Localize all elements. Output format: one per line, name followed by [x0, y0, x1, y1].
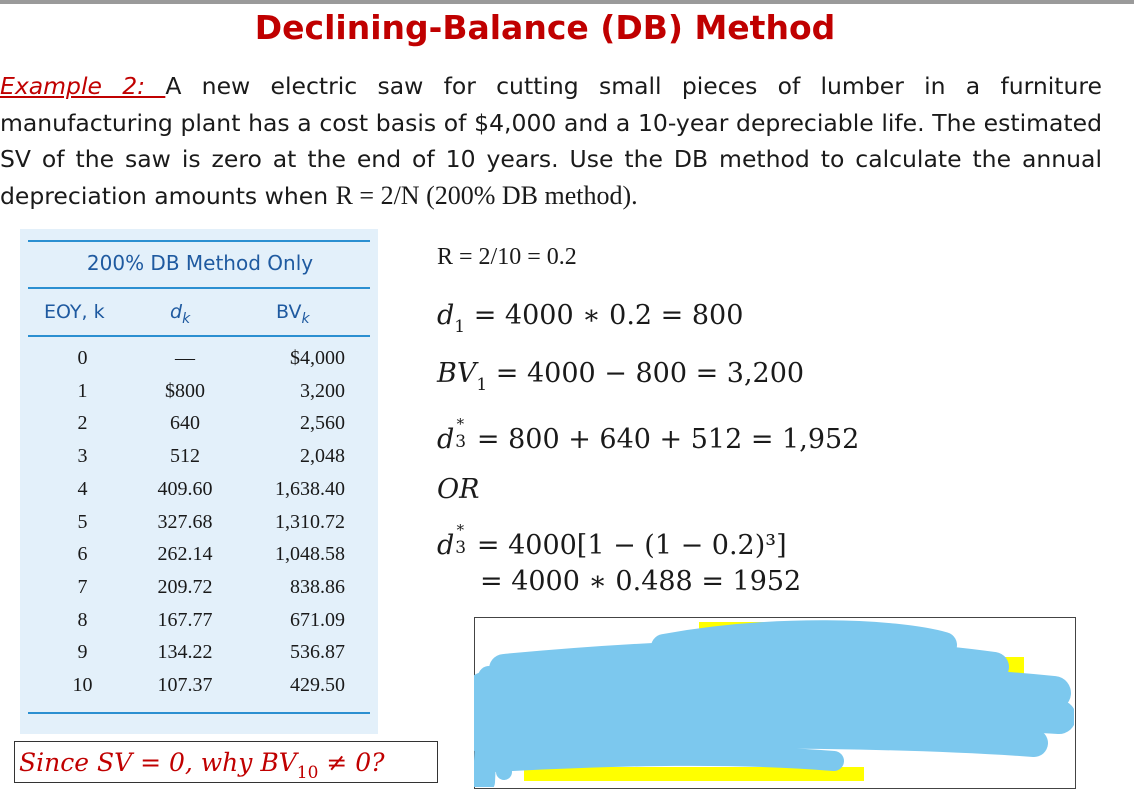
r-calculation: R = 2/10 = 0.2	[437, 244, 577, 270]
eoy-cell: 2	[77, 412, 88, 435]
table-row: 5 327.68 1,310.72	[20, 511, 378, 543]
table-row: 1 $800 3,200	[20, 380, 378, 412]
table-row: 10 107.37 429.50	[20, 674, 378, 706]
problem-statement: Example 2: A new electric saw for cuttin…	[0, 68, 1102, 214]
highlight-mark	[524, 767, 864, 781]
scribble-stroke	[484, 745, 844, 772]
book-value-cell: 1,048.58	[275, 543, 345, 566]
d1-equation: d1 = 4000 ∗ 0.2 = 800	[437, 300, 744, 337]
table-top-rule	[28, 240, 370, 242]
example-label: Example 2:	[0, 72, 166, 100]
depreciation-cell: 134.22	[157, 641, 213, 664]
book-value-cell: 536.87	[290, 641, 345, 664]
scribble-stroke	[474, 663, 1071, 710]
eoy-cell: 5	[77, 510, 88, 533]
scribble-redaction	[474, 620, 1074, 787]
d3-formula-result: = 4000 ∗ 0.488 = 1952	[480, 566, 802, 597]
depreciation-cell: 512	[170, 445, 200, 468]
eoy-cell: 1	[77, 379, 88, 402]
book-value-cell: 671.09	[290, 608, 345, 631]
eoy-cell: 7	[77, 575, 88, 598]
scribble-stroke	[474, 691, 1074, 734]
column-header-bvk: BVk	[276, 301, 310, 327]
depreciation-cell: 640	[170, 412, 200, 435]
depreciation-cell: 209.72	[157, 575, 213, 598]
depreciation-cell: 327.68	[157, 510, 213, 533]
book-value-cell: 2,560	[300, 412, 345, 435]
top-border-line	[0, 0, 1134, 4]
column-header-dk: dk	[170, 301, 191, 327]
table-row: 8 167.77 671.09	[20, 609, 378, 641]
or-text: OR	[437, 474, 480, 505]
book-value-cell: 3,200	[300, 379, 345, 402]
eoy-cell: 3	[77, 445, 88, 468]
scribble-stroke	[474, 720, 1048, 757]
d3-cumulative-equation: d ∗ 3 = 800 + 640 + 512 = 1,952	[437, 412, 860, 455]
eoy-cell: 8	[77, 608, 88, 631]
scribble-stroke	[651, 620, 957, 660]
book-value-cell: 1,638.40	[275, 477, 345, 500]
scribble-stroke	[489, 639, 1009, 684]
depreciation-cell: $800	[165, 379, 205, 402]
table-row: 6 262.14 1,048.58	[20, 543, 378, 575]
depreciation-cell: 167.77	[157, 608, 213, 631]
depreciation-cell: —	[175, 347, 195, 369]
depreciation-cell: 107.37	[157, 674, 213, 696]
d3-formula-equation: d ∗ 3 = 4000[1 − (1 − 0.2)³]	[437, 518, 787, 561]
table-row: 3 512 2,048	[20, 445, 378, 477]
book-value-cell: 838.86	[290, 575, 345, 598]
scribble-stroke	[474, 666, 500, 787]
column-header-eoy: EOY, k	[44, 301, 105, 323]
book-value-cell: $4,000	[290, 347, 345, 369]
eoy-cell: 6	[77, 543, 88, 566]
eoy-cell: 9	[77, 641, 88, 664]
bv1-equation: BV1 = 4000 − 800 = 3,200	[437, 358, 805, 395]
eoy-cell: 10	[72, 674, 93, 696]
table-row: 4 409.60 1,638.40	[20, 478, 378, 510]
problem-text: A new electric saw for cutting small pie…	[0, 72, 1103, 210]
question-box: Since SV = 0, why BV10 ≠ 0?	[14, 741, 438, 783]
table-row: 7 209.72 838.86	[20, 576, 378, 608]
table-bottom-rule	[28, 712, 370, 714]
book-value-cell: 2,048	[300, 445, 345, 468]
table-title-rule	[28, 287, 370, 289]
scribble-stroke	[491, 664, 512, 780]
book-value-cell: 429.50	[290, 674, 345, 696]
table-row: 9 134.22 536.87	[20, 641, 378, 673]
depreciation-table: 200% DB Method Only EOY, k dk BVk 0 — $4,0…	[20, 229, 378, 734]
table-row: 0 — $4,000	[20, 347, 378, 379]
table-title: 200% DB Method Only	[86, 251, 314, 275]
depreciation-cell: 409.60	[157, 477, 213, 500]
eoy-cell: 0	[77, 347, 88, 369]
depreciation-cell: 262.14	[157, 543, 213, 566]
table-row: 2 640 2,560	[20, 412, 378, 444]
eoy-cell: 4	[77, 477, 88, 500]
book-value-cell: 1,310.72	[275, 510, 345, 533]
page-title: Declining-Balance (DB) Method	[254, 8, 836, 47]
problem-formula: R = 2/N (200% DB method).	[335, 180, 638, 210]
table-header-rule	[28, 335, 370, 337]
